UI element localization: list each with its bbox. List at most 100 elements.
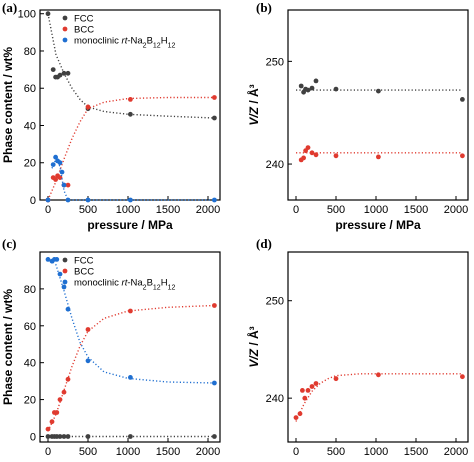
data-point xyxy=(297,411,303,417)
y-tick-label: 250 xyxy=(266,56,284,68)
panel-c: (c) 0 500 1000 1500 2000 0 20 40 60 80 pressure / M… xyxy=(1,236,221,462)
legend-label-part: 12 xyxy=(153,42,161,49)
legend-label: monoclinic rt-Na2B12H12 xyxy=(74,36,175,50)
x-tick-label: 1500 xyxy=(404,204,428,216)
x-tick-label: 0 xyxy=(45,446,51,458)
y-tick-label: 0 xyxy=(30,195,36,207)
data-point xyxy=(49,419,55,425)
y-axis-title: Phase content / wt% xyxy=(1,289,15,405)
data-point xyxy=(85,104,91,110)
data-point xyxy=(85,358,91,364)
legend-label-part: H xyxy=(161,36,168,47)
data-point xyxy=(313,381,319,386)
data-point xyxy=(127,97,133,102)
data-point xyxy=(57,175,63,181)
legend-label-part: B xyxy=(147,36,153,47)
legend-label: FCC xyxy=(74,256,94,267)
data-point xyxy=(65,434,71,439)
legend-label-part: monoclinic xyxy=(74,36,122,47)
y-axis-title-var: V/Z xyxy=(247,348,261,367)
data-point xyxy=(333,86,339,92)
legend-label-part: rt xyxy=(122,36,128,47)
data-point xyxy=(305,388,311,393)
data-point xyxy=(65,197,71,203)
panel-label: (c) xyxy=(2,236,16,251)
x-tick-label: 1000 xyxy=(364,204,388,216)
legend-label-part: rt xyxy=(122,278,128,289)
data-point xyxy=(45,434,51,439)
x-tick-label: 500 xyxy=(79,446,97,458)
y-tick-label: 60 xyxy=(24,321,36,333)
data-point xyxy=(61,389,67,395)
plot-frame xyxy=(39,251,221,443)
legend-label: FCC xyxy=(74,14,94,25)
fit-line xyxy=(51,157,215,201)
legend-label-part: 12 xyxy=(168,42,176,49)
data-point xyxy=(301,155,306,161)
panel-label: (a) xyxy=(2,0,17,15)
fit-line xyxy=(295,373,463,422)
x-tick-label: 2000 xyxy=(444,446,468,458)
data-point xyxy=(61,434,67,439)
data-point xyxy=(305,145,311,151)
legend-label-part: H xyxy=(161,278,168,289)
data-point xyxy=(65,376,71,382)
fit-line xyxy=(47,256,215,384)
data-point xyxy=(293,415,299,420)
data-point xyxy=(127,111,133,117)
data-point xyxy=(127,197,133,203)
data-point xyxy=(309,85,315,91)
legend-marker xyxy=(62,37,68,43)
legend-label-part: 12 xyxy=(168,284,176,291)
y-tick-label: 80 xyxy=(24,284,36,296)
y-axis-title-var: V/Z xyxy=(247,106,261,125)
data-point xyxy=(50,162,56,168)
legend-marker xyxy=(62,268,68,274)
data-point xyxy=(212,434,217,439)
x-axis-title: pressure / MPa xyxy=(335,218,421,232)
data-point xyxy=(305,87,311,93)
x-tick-label: 2000 xyxy=(196,204,220,216)
legend-marker xyxy=(62,15,68,21)
y-axis-title-unit: / Å³ xyxy=(246,84,261,107)
data-point xyxy=(212,115,217,121)
data-point xyxy=(212,380,217,386)
data-point xyxy=(309,384,315,389)
x-tick-label: 2000 xyxy=(196,446,220,458)
data-point xyxy=(65,70,71,76)
x-tick-label: 500 xyxy=(327,446,345,458)
data-point xyxy=(212,303,217,308)
y-tick-label: 100 xyxy=(18,9,36,21)
data-point xyxy=(376,154,381,160)
y-axis-title: Phase content / wt% xyxy=(1,47,15,163)
y-tick-label: 20 xyxy=(24,158,36,170)
data-point xyxy=(61,70,67,76)
x-axis-title: pressure / MPa xyxy=(87,460,173,462)
y-tick-label: 40 xyxy=(24,120,36,132)
x-tick-label: 0 xyxy=(45,204,51,216)
data-point xyxy=(59,169,65,175)
y-axis-title: V/Z / Å³ xyxy=(246,84,261,125)
data-point xyxy=(85,434,91,439)
y-tick-label: 250 xyxy=(266,296,284,308)
fit-line xyxy=(47,13,215,119)
data-point xyxy=(127,375,133,380)
data-point xyxy=(53,154,58,160)
panel-b: (b) 0 500 1000 1500 2000 240 250 pressure / MPa V… xyxy=(246,0,469,232)
data-point xyxy=(85,327,91,332)
legend-marker xyxy=(62,257,68,263)
data-point xyxy=(45,426,51,432)
x-tick-label: 0 xyxy=(293,446,299,458)
plot-frame xyxy=(287,9,469,201)
data-point xyxy=(127,308,133,314)
x-tick-label: 1500 xyxy=(156,204,180,216)
legend-label-part: 2 xyxy=(143,42,147,49)
data-point xyxy=(302,395,308,401)
legend-marker xyxy=(62,26,68,32)
y-axis-title: V/Z / Å³ xyxy=(246,326,261,367)
data-point xyxy=(212,197,217,203)
legend-label: BCC xyxy=(74,267,94,278)
data-point xyxy=(57,397,63,402)
y-tick-label: 240 xyxy=(266,159,284,171)
